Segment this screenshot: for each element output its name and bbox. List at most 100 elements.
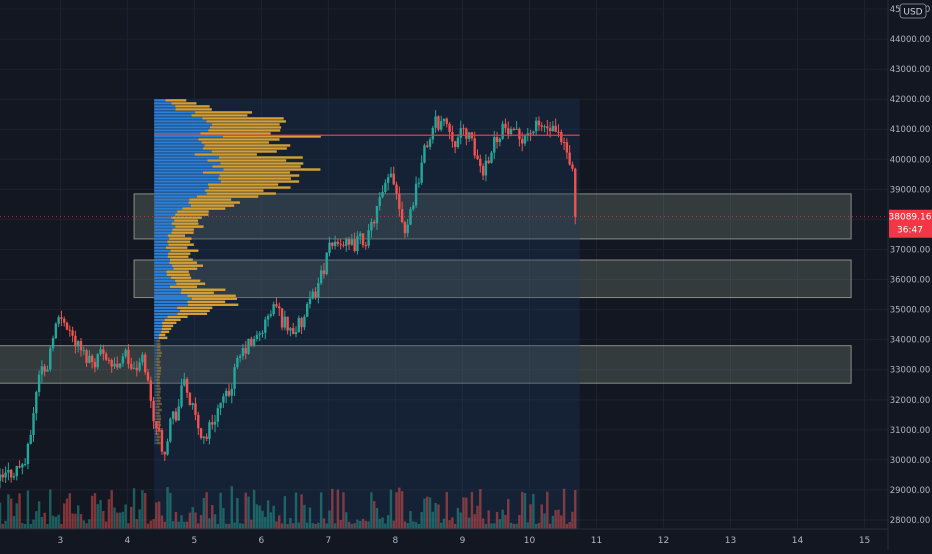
- candle-body[interactable]: [297, 318, 300, 333]
- candle-body[interactable]: [157, 428, 161, 431]
- candle-body[interactable]: [163, 451, 166, 455]
- candle-body[interactable]: [183, 379, 186, 386]
- candle-body[interactable]: [233, 367, 236, 389]
- candle-body[interactable]: [21, 464, 24, 468]
- candle-body[interactable]: [372, 221, 376, 224]
- candle-body[interactable]: [384, 182, 387, 192]
- candle-body[interactable]: [451, 132, 454, 142]
- candle-body[interactable]: [7, 469, 10, 473]
- candle-body[interactable]: [386, 177, 390, 183]
- candle-body[interactable]: [71, 330, 74, 336]
- candle-body[interactable]: [473, 138, 476, 156]
- candle-body[interactable]: [116, 363, 119, 368]
- candle-body[interactable]: [188, 392, 192, 406]
- candle-body[interactable]: [501, 123, 504, 139]
- candle-body[interactable]: [85, 350, 88, 363]
- candle-body[interactable]: [132, 367, 136, 369]
- candle-body[interactable]: [325, 252, 328, 275]
- candle-body[interactable]: [303, 316, 306, 328]
- candle-body[interactable]: [557, 131, 560, 133]
- candle-body[interactable]: [43, 366, 46, 372]
- candle-body[interactable]: [90, 355, 94, 362]
- candle-body[interactable]: [127, 349, 130, 365]
- candle-body[interactable]: [526, 133, 529, 136]
- candle-body[interactable]: [319, 270, 323, 284]
- candle-body[interactable]: [487, 160, 490, 163]
- candle-body[interactable]: [211, 422, 214, 425]
- candle-body[interactable]: [317, 283, 320, 298]
- candle-body[interactable]: [32, 413, 35, 436]
- candle-body[interactable]: [12, 476, 16, 478]
- candle-body[interactable]: [476, 155, 479, 159]
- candle-body[interactable]: [96, 354, 99, 368]
- candle-body[interactable]: [571, 164, 574, 169]
- candle-body[interactable]: [15, 466, 18, 477]
- candle-body[interactable]: [49, 348, 52, 370]
- price-axis-panel[interactable]: [888, 0, 932, 550]
- candle-body[interactable]: [361, 233, 365, 246]
- candle-body[interactable]: [219, 402, 222, 409]
- candle-body[interactable]: [152, 400, 155, 422]
- candle-body[interactable]: [205, 436, 208, 439]
- candle-body[interactable]: [63, 318, 66, 323]
- candle-body[interactable]: [51, 338, 55, 349]
- candle-body[interactable]: [512, 128, 516, 130]
- volume-profile[interactable]: [154, 99, 580, 529]
- candle-body[interactable]: [135, 367, 139, 371]
- candle-body[interactable]: [113, 363, 116, 367]
- candle-body[interactable]: [82, 350, 85, 352]
- candle-body[interactable]: [65, 322, 69, 330]
- candle-body[interactable]: [406, 224, 409, 234]
- candle-body[interactable]: [568, 152, 571, 165]
- candle-body[interactable]: [520, 139, 524, 144]
- candle-body[interactable]: [1, 474, 4, 478]
- candle-body[interactable]: [57, 317, 60, 324]
- candle-body[interactable]: [507, 128, 510, 135]
- candle-body[interactable]: [423, 145, 426, 163]
- candle-body[interactable]: [359, 233, 362, 237]
- candle-body[interactable]: [554, 125, 557, 132]
- candle-body[interactable]: [241, 348, 245, 357]
- candle-body[interactable]: [389, 173, 393, 178]
- candle-body[interactable]: [160, 430, 164, 452]
- candle-body[interactable]: [445, 118, 448, 124]
- candle-body[interactable]: [60, 317, 63, 319]
- candle-body[interactable]: [548, 128, 552, 132]
- candle-body[interactable]: [294, 332, 298, 335]
- candle-body[interactable]: [141, 354, 144, 363]
- candle-body[interactable]: [574, 168, 577, 217]
- candle-body[interactable]: [227, 390, 231, 396]
- candle-body[interactable]: [347, 238, 351, 245]
- candle-body[interactable]: [311, 291, 314, 299]
- candle-body[interactable]: [185, 379, 189, 393]
- candle-body[interactable]: [328, 242, 331, 253]
- candle-body[interactable]: [250, 338, 253, 346]
- candle-body[interactable]: [272, 304, 275, 315]
- candle-body[interactable]: [169, 418, 172, 442]
- price-levels[interactable]: [0, 134, 888, 218]
- candle-body[interactable]: [68, 329, 72, 331]
- candle-body[interactable]: [356, 236, 359, 251]
- candle-body[interactable]: [46, 369, 49, 372]
- candle-body[interactable]: [481, 165, 485, 176]
- candle-body[interactable]: [440, 121, 443, 130]
- candle-body[interactable]: [551, 125, 555, 132]
- candle-body[interactable]: [490, 152, 493, 163]
- candle-body[interactable]: [289, 328, 292, 331]
- candle-body[interactable]: [431, 127, 435, 140]
- currency-button[interactable]: USD: [899, 3, 927, 19]
- candle-body[interactable]: [236, 357, 239, 368]
- candle-body[interactable]: [529, 133, 532, 135]
- candle-body[interactable]: [333, 241, 337, 246]
- candle-body[interactable]: [364, 245, 368, 247]
- candlesticks[interactable]: [0, 110, 577, 489]
- volume-profile-range[interactable]: [154, 99, 580, 529]
- candle-body[interactable]: [342, 244, 345, 246]
- candle-body[interactable]: [305, 304, 309, 317]
- candle-body[interactable]: [269, 314, 273, 316]
- candle-body[interactable]: [191, 403, 194, 406]
- candle-body[interactable]: [9, 469, 13, 478]
- candle-body[interactable]: [504, 123, 507, 129]
- candle-body[interactable]: [375, 205, 379, 224]
- candle-body[interactable]: [110, 360, 113, 367]
